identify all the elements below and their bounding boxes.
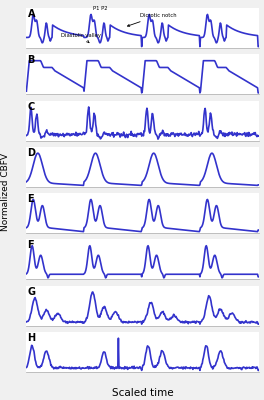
Text: F: F bbox=[27, 240, 34, 250]
Text: G: G bbox=[27, 287, 36, 297]
Text: D: D bbox=[27, 148, 36, 158]
Text: B: B bbox=[27, 56, 35, 66]
Text: Normalized CBFV: Normalized CBFV bbox=[1, 153, 10, 231]
Text: P1 P2: P1 P2 bbox=[93, 6, 108, 10]
Text: Diastolic valley: Diastolic valley bbox=[61, 33, 101, 43]
Text: C: C bbox=[27, 102, 35, 112]
Text: H: H bbox=[27, 333, 36, 343]
Text: Scaled time: Scaled time bbox=[112, 388, 173, 398]
Text: A: A bbox=[27, 9, 35, 19]
Text: E: E bbox=[27, 194, 34, 204]
Text: Dicrotic notch: Dicrotic notch bbox=[128, 13, 176, 26]
